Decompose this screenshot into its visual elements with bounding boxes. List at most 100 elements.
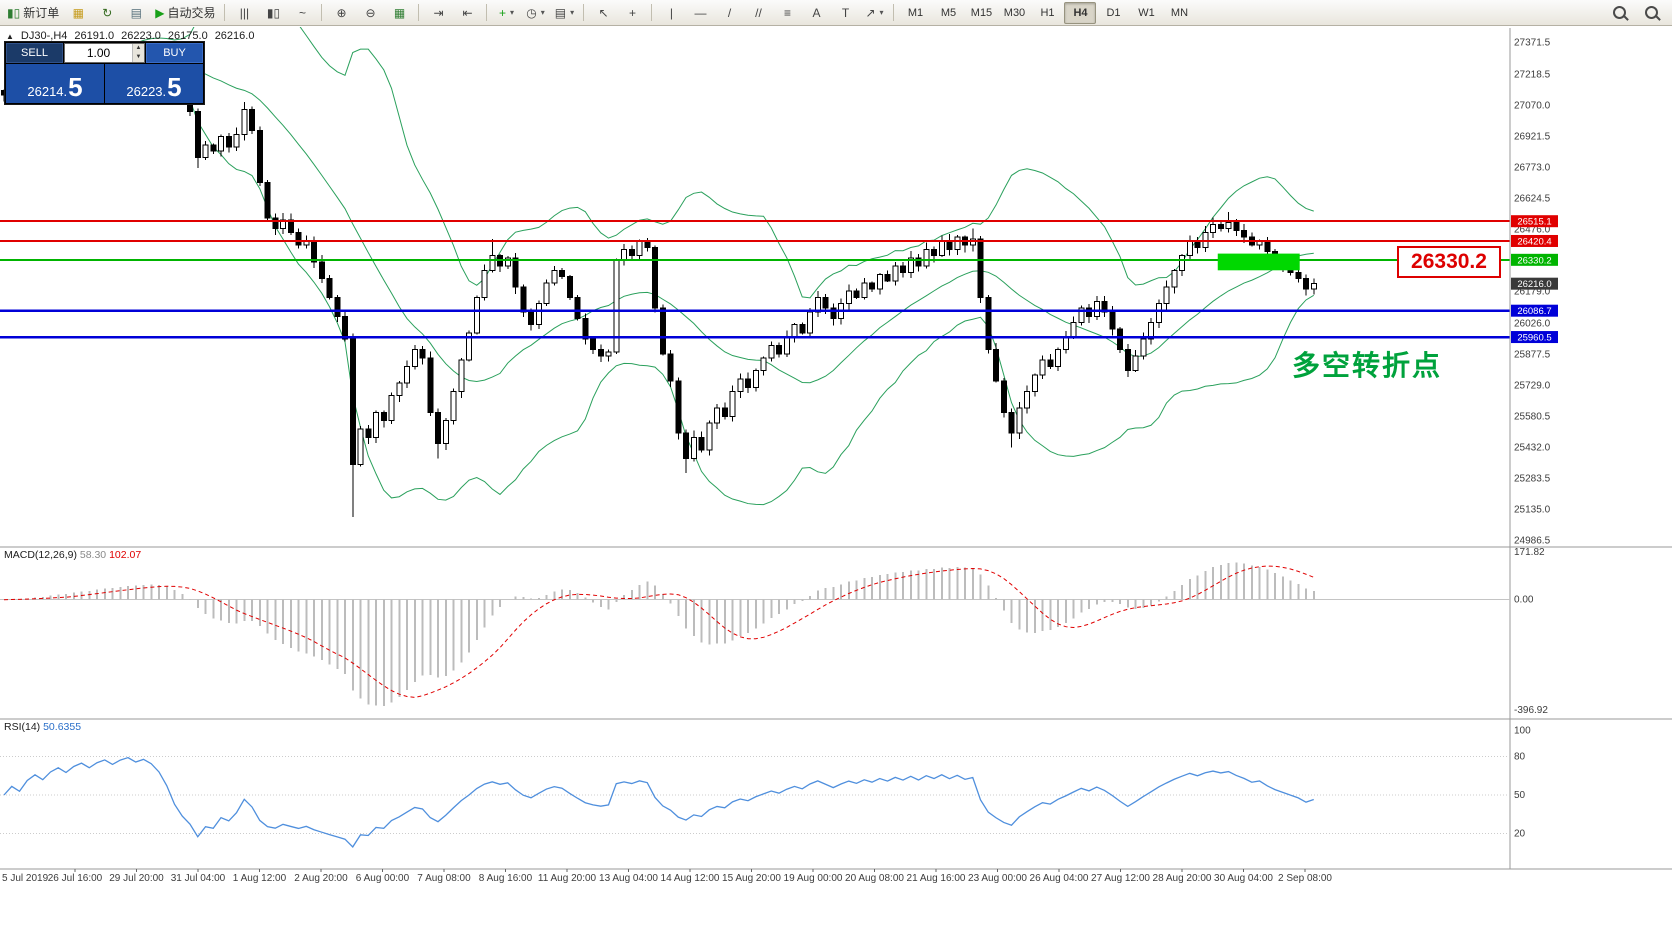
svg-text:7 Aug 08:00: 7 Aug 08:00 xyxy=(417,873,471,884)
price-callout-label[interactable]: 26330.2 xyxy=(1397,246,1501,278)
toolbar-separator xyxy=(224,4,226,21)
line-chart-icon: ~ xyxy=(298,5,306,20)
svg-text:26 Aug 04:00: 26 Aug 04:00 xyxy=(1030,873,1089,884)
channel-button[interactable]: // xyxy=(744,1,772,24)
line-chart-button[interactable]: ~ xyxy=(288,1,316,24)
timeframe-button-D1[interactable]: D1 xyxy=(1106,6,1121,19)
cursor-icon: ↖ xyxy=(598,5,609,20)
cursor-button[interactable]: ↖ xyxy=(589,1,617,24)
svg-text:171.82: 171.82 xyxy=(1514,547,1545,558)
toolbar-separator xyxy=(651,4,653,21)
templates-button[interactable]: ▤ ▾ xyxy=(550,1,578,24)
svg-text:23 Aug 00:00: 23 Aug 00:00 xyxy=(968,873,1027,884)
pan-button[interactable] xyxy=(1637,1,1665,24)
svg-text:0.00: 0.00 xyxy=(1514,595,1534,606)
text-button[interactable]: A xyxy=(802,1,830,24)
label-icon: T xyxy=(841,5,850,20)
volume-spinner: ▲ ▼ xyxy=(131,44,144,62)
candlestick-chart-button[interactable]: ▮▯ xyxy=(259,1,287,24)
svg-text:26179.0: 26179.0 xyxy=(1514,286,1551,297)
macd-signal-line xyxy=(3,565,1314,698)
panel-separators[interactable] xyxy=(0,28,1672,870)
new-order-icon: ▮▯ xyxy=(7,5,21,20)
chart-shift-button[interactable]: ⇤ xyxy=(453,1,481,24)
turning-point-annotation[interactable]: 多空转折点 xyxy=(1292,350,1443,381)
timeframe-button-MN[interactable]: MN xyxy=(1170,6,1189,19)
periods-button[interactable]: ◷ ▾ xyxy=(521,1,549,24)
autotrading-icon: ▶ xyxy=(155,5,165,20)
volume-input[interactable] xyxy=(65,44,132,62)
chevron-down-icon: ▾ xyxy=(509,8,514,17)
autotrading-button-label: 自动交易 xyxy=(167,6,216,20)
sell-price[interactable]: 26214. 5 xyxy=(6,64,104,103)
timeframe-button-H4[interactable]: H4 xyxy=(1064,1,1097,24)
arrows-button[interactable]: ↗ ▾ xyxy=(860,1,888,24)
trendline-button[interactable]: / xyxy=(715,1,743,24)
svg-text:28 Aug 20:00: 28 Aug 20:00 xyxy=(1153,873,1212,884)
refresh-icon: ↻ xyxy=(102,5,113,20)
time-axis: 5 Jul 2019 26 Jul 16:00 29 Jul 20:00 31 Jul… xyxy=(2,869,1332,884)
timeframe-button-M30[interactable]: M30 xyxy=(1003,6,1026,19)
new-order-button[interactable]: ▮▯ 新订单 xyxy=(3,1,63,24)
buy-button[interactable]: BUY xyxy=(146,43,203,63)
timeframe-button-M1[interactable]: M1 xyxy=(907,6,924,19)
svg-text:25135.0: 25135.0 xyxy=(1514,504,1551,515)
refresh-button[interactable]: ↻ xyxy=(93,1,121,24)
timeframe-button-M15[interactable]: M15 xyxy=(970,6,993,19)
timeframe-button-M5[interactable]: M5 xyxy=(940,6,957,19)
templates-icon: ▤ xyxy=(554,5,567,20)
vertical-line-icon: | xyxy=(669,5,674,20)
chart-window-button[interactable]: ▦ xyxy=(64,1,92,24)
zoom-out-button[interactable]: ⊖ xyxy=(356,1,384,24)
symbol-period-label: DJ30-,H4 xyxy=(20,30,68,42)
horizontal-line-button[interactable]: — xyxy=(686,1,714,24)
toolbar-separator xyxy=(893,4,895,21)
volume-control: ▲ ▼ xyxy=(64,43,145,63)
print-button[interactable]: ▤ xyxy=(122,1,150,24)
ohlc-close: 26216.0 xyxy=(214,30,255,42)
volume-down-button[interactable]: ▼ xyxy=(132,53,144,62)
timeframe-button-W1[interactable]: W1 xyxy=(1138,6,1155,19)
svg-text:2 Aug 20:00: 2 Aug 20:00 xyxy=(294,873,348,884)
indicators-button[interactable]: + ▾ xyxy=(492,1,520,24)
timeframe-button-H1[interactable]: H1 xyxy=(1040,6,1055,19)
zoom-in-button[interactable]: ⊕ xyxy=(327,1,355,24)
svg-text:80: 80 xyxy=(1514,751,1526,762)
bar-chart-button[interactable]: ||| xyxy=(230,1,258,24)
svg-text:30 Aug 04:00: 30 Aug 04:00 xyxy=(1214,873,1273,884)
bar-chart-icon: ||| xyxy=(239,5,250,20)
svg-text:8 Aug 16:00: 8 Aug 16:00 xyxy=(479,873,533,884)
ohlc-open: 26191.0 xyxy=(74,30,115,42)
vertical-line-button[interactable]: | xyxy=(657,1,685,24)
svg-text:26 Jul 16:00: 26 Jul 16:00 xyxy=(48,873,103,884)
sell-button[interactable]: SELL xyxy=(6,43,63,63)
autotrading-button[interactable]: ▶ 自动交易 xyxy=(151,1,219,24)
fibonacci-button[interactable]: ≡ xyxy=(773,1,801,24)
print-icon: ▤ xyxy=(130,5,142,20)
one-click-panel-toggle[interactable]: ▲ xyxy=(6,31,14,41)
svg-text:50: 50 xyxy=(1514,790,1526,801)
highlight-rectangle[interactable] xyxy=(1217,253,1300,271)
buy-price[interactable]: 26223. 5 xyxy=(105,64,203,103)
horizontal-level-lines[interactable] xyxy=(0,220,1510,339)
svg-text:25580.5: 25580.5 xyxy=(1514,411,1551,422)
search-button[interactable] xyxy=(1605,1,1633,24)
auto-scroll-button[interactable]: ⇥ xyxy=(424,1,452,24)
macd-label: MACD(12,26,9) 58.30 102.07 xyxy=(4,549,141,561)
crosshair-button[interactable]: + xyxy=(618,1,646,24)
label-button[interactable]: T xyxy=(831,1,859,24)
rsi-label: RSI(14) 50.6355 xyxy=(4,721,81,733)
macd-histogram xyxy=(10,562,1315,706)
price-chart[interactable]: 27371.5 27218.5 27070.0 26921.5 26773.0 26624… xyxy=(0,27,1672,948)
chevron-down-icon: ▾ xyxy=(879,8,884,17)
svg-text:26330.2: 26330.2 xyxy=(1517,255,1551,266)
svg-text:11 Aug 20:00: 11 Aug 20:00 xyxy=(538,873,597,884)
svg-text:29 Jul 20:00: 29 Jul 20:00 xyxy=(109,873,164,884)
svg-text:26420.4: 26420.4 xyxy=(1517,236,1551,247)
svg-text:27218.5: 27218.5 xyxy=(1514,69,1551,80)
svg-text:31 Jul 04:00: 31 Jul 04:00 xyxy=(171,873,226,884)
tile-windows-button[interactable]: ▦ xyxy=(385,1,413,24)
search-icon xyxy=(1612,6,1626,19)
volume-up-button[interactable]: ▲ xyxy=(132,44,144,53)
arrows-icon: ↗ xyxy=(865,5,876,20)
